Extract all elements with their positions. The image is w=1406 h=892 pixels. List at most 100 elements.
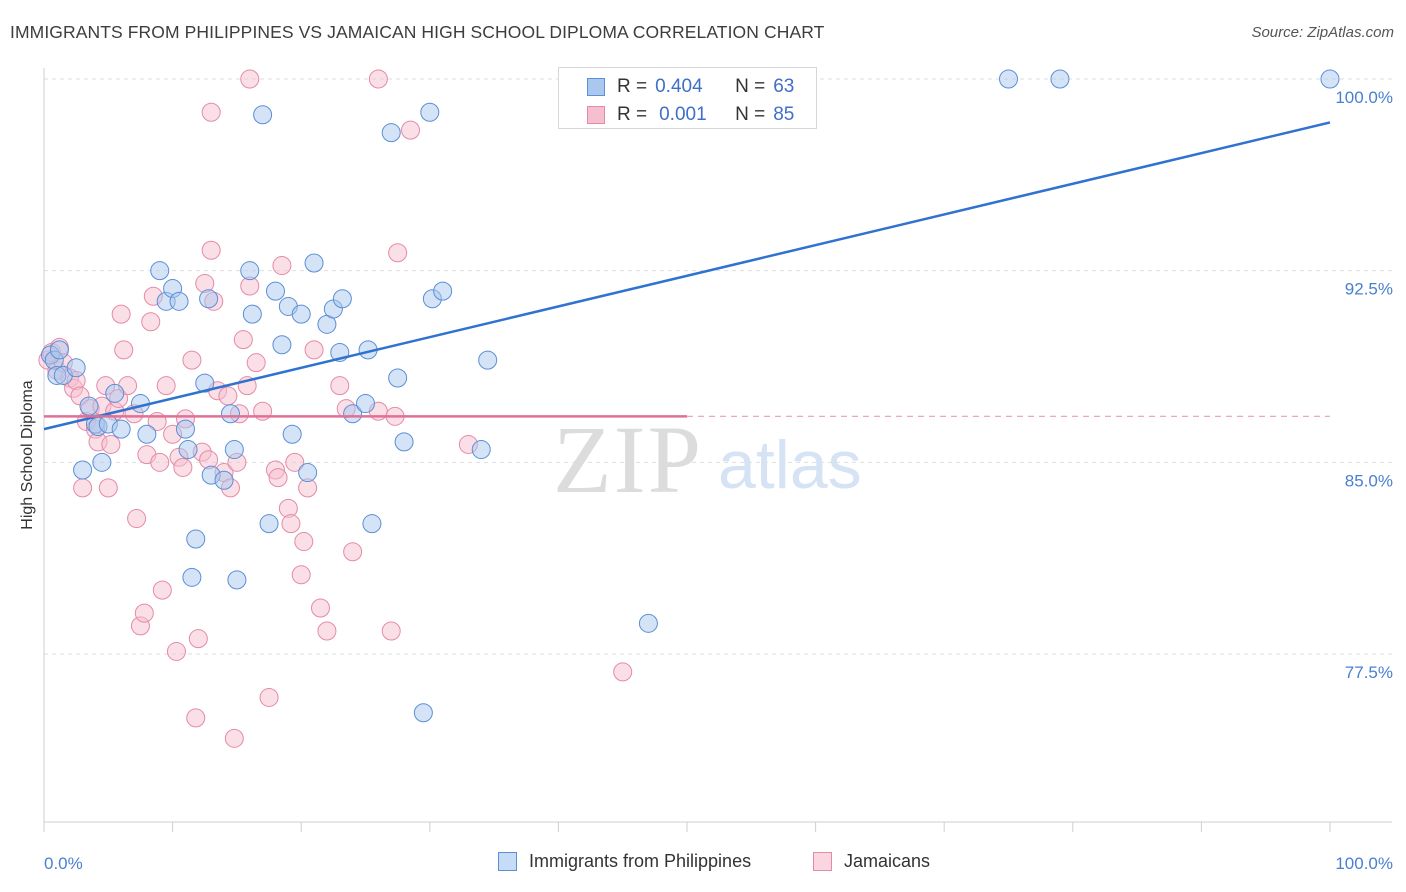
- philippines-point: [92, 452, 112, 472]
- legend-row-jamaicans: R = 0.001 N = 85: [559, 100, 794, 130]
- philippines-point: [265, 281, 285, 301]
- jamaicans-point: [224, 728, 244, 748]
- jamaicans-point: [152, 580, 172, 600]
- philippines-point: [282, 424, 302, 444]
- jamaicans-point: [127, 509, 147, 529]
- jamaicans-point: [233, 330, 253, 350]
- philippines-point: [272, 335, 292, 355]
- philippines-point: [478, 350, 498, 370]
- philippines-point: [105, 383, 125, 403]
- jamaicans-point: [240, 69, 260, 89]
- jamaicans-point: [401, 120, 421, 140]
- philippines-point: [259, 514, 279, 534]
- philippines-point: [169, 291, 189, 311]
- legend-swatch-philippines: [587, 78, 605, 96]
- philippines-point: [304, 253, 324, 273]
- jamaicans-point: [272, 256, 292, 276]
- philippines-point: [433, 281, 453, 301]
- jamaicans-point: [388, 243, 408, 263]
- trend-line-philippines: [43, 121, 1331, 431]
- jamaicans-point: [613, 662, 633, 682]
- philippines-point: [394, 432, 414, 452]
- philippines-point: [1050, 69, 1070, 89]
- jamaicans-point: [101, 434, 121, 454]
- legend-r-value: 0.404: [655, 76, 703, 97]
- trend-lines: [43, 121, 1331, 431]
- philippines-point: [150, 261, 170, 281]
- jamaicans-point: [141, 312, 161, 332]
- legend-r-label: R =: [617, 76, 648, 97]
- jamaicans-point: [111, 304, 131, 324]
- legend-r-label: R =: [617, 104, 648, 125]
- axes: [43, 68, 1392, 832]
- jamaicans-point: [330, 376, 350, 396]
- jamaicans-point: [166, 641, 186, 661]
- x-tick-label: 0.0%: [44, 854, 83, 873]
- stats-legend: R = 0.404 N = 63 R = 0.001 N = 85: [558, 67, 817, 129]
- series-philippines-points: [40, 69, 1340, 723]
- philippines-point: [175, 419, 195, 439]
- legend-swatch-philippines: [498, 852, 517, 871]
- philippines-point: [111, 419, 131, 439]
- philippines-point: [362, 514, 382, 534]
- philippines-point: [220, 404, 240, 424]
- jamaicans-point: [182, 350, 202, 370]
- legend-row-philippines: R = 0.404 N = 63: [559, 72, 794, 102]
- jamaicans-point: [294, 532, 314, 552]
- x-tick-labels: 0.0% 100.0%: [44, 854, 1393, 873]
- jamaicans-point: [368, 69, 388, 89]
- jamaicans-point: [304, 340, 324, 360]
- philippines-point: [73, 460, 93, 480]
- legend-r-value: 0.001: [659, 104, 707, 125]
- philippines-point: [413, 703, 433, 723]
- philippines-point: [79, 396, 99, 416]
- jamaicans-point: [381, 621, 401, 641]
- philippines-point: [420, 102, 440, 122]
- philippines-point: [471, 440, 491, 460]
- jamaicans-point: [246, 353, 266, 373]
- jamaicans-point: [268, 468, 288, 488]
- philippines-point: [137, 424, 157, 444]
- jamaicans-point: [73, 478, 93, 498]
- y-tick-label: 77.5%: [1345, 663, 1393, 682]
- legend-item-jamaicans: Jamaicans: [813, 851, 930, 872]
- philippines-point: [388, 368, 408, 388]
- philippines-point: [638, 613, 658, 633]
- jamaicans-point: [173, 457, 193, 477]
- philippines-point: [182, 567, 202, 587]
- legend-swatch-jamaicans: [587, 106, 605, 124]
- jamaicans-point: [310, 598, 330, 618]
- legend-label-philippines: Immigrants from Philippines: [529, 851, 752, 871]
- jamaicans-point: [291, 565, 311, 585]
- philippines-point: [49, 340, 69, 360]
- jamaicans-point: [134, 603, 154, 623]
- jamaicans-point: [201, 240, 221, 260]
- legend-item-philippines: Immigrants from Philippines: [498, 851, 751, 872]
- series-legend: Immigrants from Philippines Jamaicans: [0, 851, 1406, 877]
- legend-n-value: 85: [773, 104, 795, 125]
- philippines-point: [242, 304, 262, 324]
- jamaicans-point: [156, 376, 176, 396]
- jamaicans-point: [201, 102, 221, 122]
- jamaicans-point: [218, 386, 238, 406]
- philippines-point: [224, 440, 244, 460]
- x-tick-label: 100.0%: [1335, 854, 1393, 873]
- philippines-point: [66, 358, 86, 378]
- jamaicans-point: [343, 542, 363, 562]
- legend-n-label: N =: [735, 104, 766, 125]
- jamaicans-point: [98, 478, 118, 498]
- philippines-point: [214, 470, 234, 490]
- legend-label-jamaicans: Jamaicans: [844, 851, 931, 871]
- source-label: Source: ZipAtlas.com: [1251, 24, 1394, 41]
- philippines-point: [1320, 69, 1340, 89]
- philippines-point: [381, 123, 401, 143]
- y-tick-label: 100.0%: [1335, 88, 1393, 107]
- jamaicans-point: [114, 340, 134, 360]
- legend-swatch-jamaicans: [813, 852, 832, 871]
- jamaicans-point: [281, 514, 301, 534]
- jamaicans-point: [188, 629, 208, 649]
- y-tick-labels: 77.5% 85.0% 92.5% 100.0%: [1335, 88, 1393, 682]
- philippines-point: [291, 304, 311, 324]
- philippines-point: [356, 394, 375, 414]
